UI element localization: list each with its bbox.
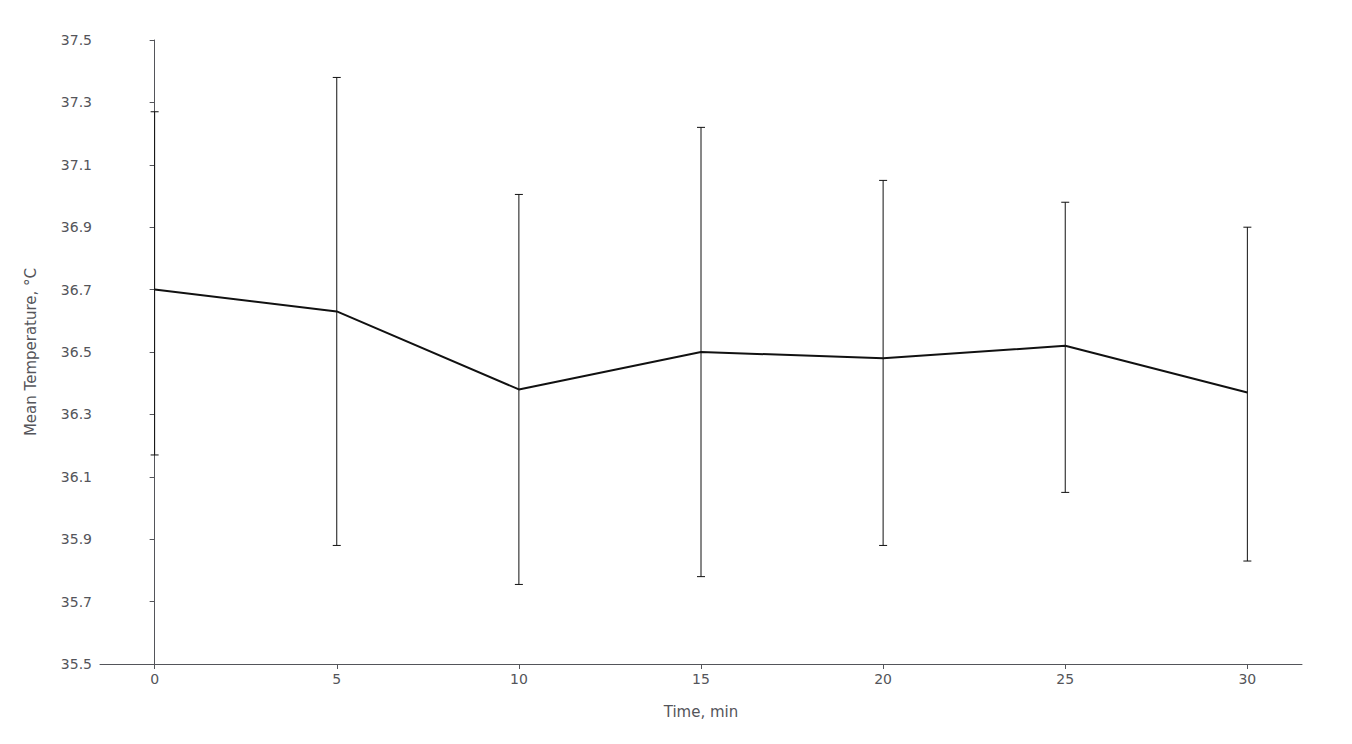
svg-text:35.9: 35.9 — [61, 531, 92, 547]
svg-text:36.9: 36.9 — [61, 219, 92, 235]
svg-text:Time, min: Time, min — [663, 703, 739, 721]
svg-text:5: 5 — [332, 671, 341, 687]
svg-text:Mean Temperature, °C: Mean Temperature, °C — [22, 268, 40, 436]
svg-text:37.1: 37.1 — [61, 157, 92, 173]
svg-text:30: 30 — [1238, 671, 1256, 687]
svg-text:0: 0 — [150, 671, 159, 687]
svg-text:20: 20 — [874, 671, 892, 687]
svg-text:37.5: 37.5 — [61, 32, 92, 48]
svg-text:35.7: 35.7 — [61, 594, 92, 610]
svg-text:36.5: 36.5 — [61, 344, 92, 360]
svg-text:36.1: 36.1 — [61, 469, 92, 485]
svg-text:35.5: 35.5 — [61, 656, 92, 672]
svg-text:10: 10 — [510, 671, 528, 687]
svg-text:37.3: 37.3 — [61, 94, 92, 110]
svg-text:15: 15 — [692, 671, 710, 687]
svg-text:36.7: 36.7 — [61, 282, 92, 298]
svg-text:36.3: 36.3 — [61, 406, 92, 422]
svg-text:25: 25 — [1056, 671, 1074, 687]
